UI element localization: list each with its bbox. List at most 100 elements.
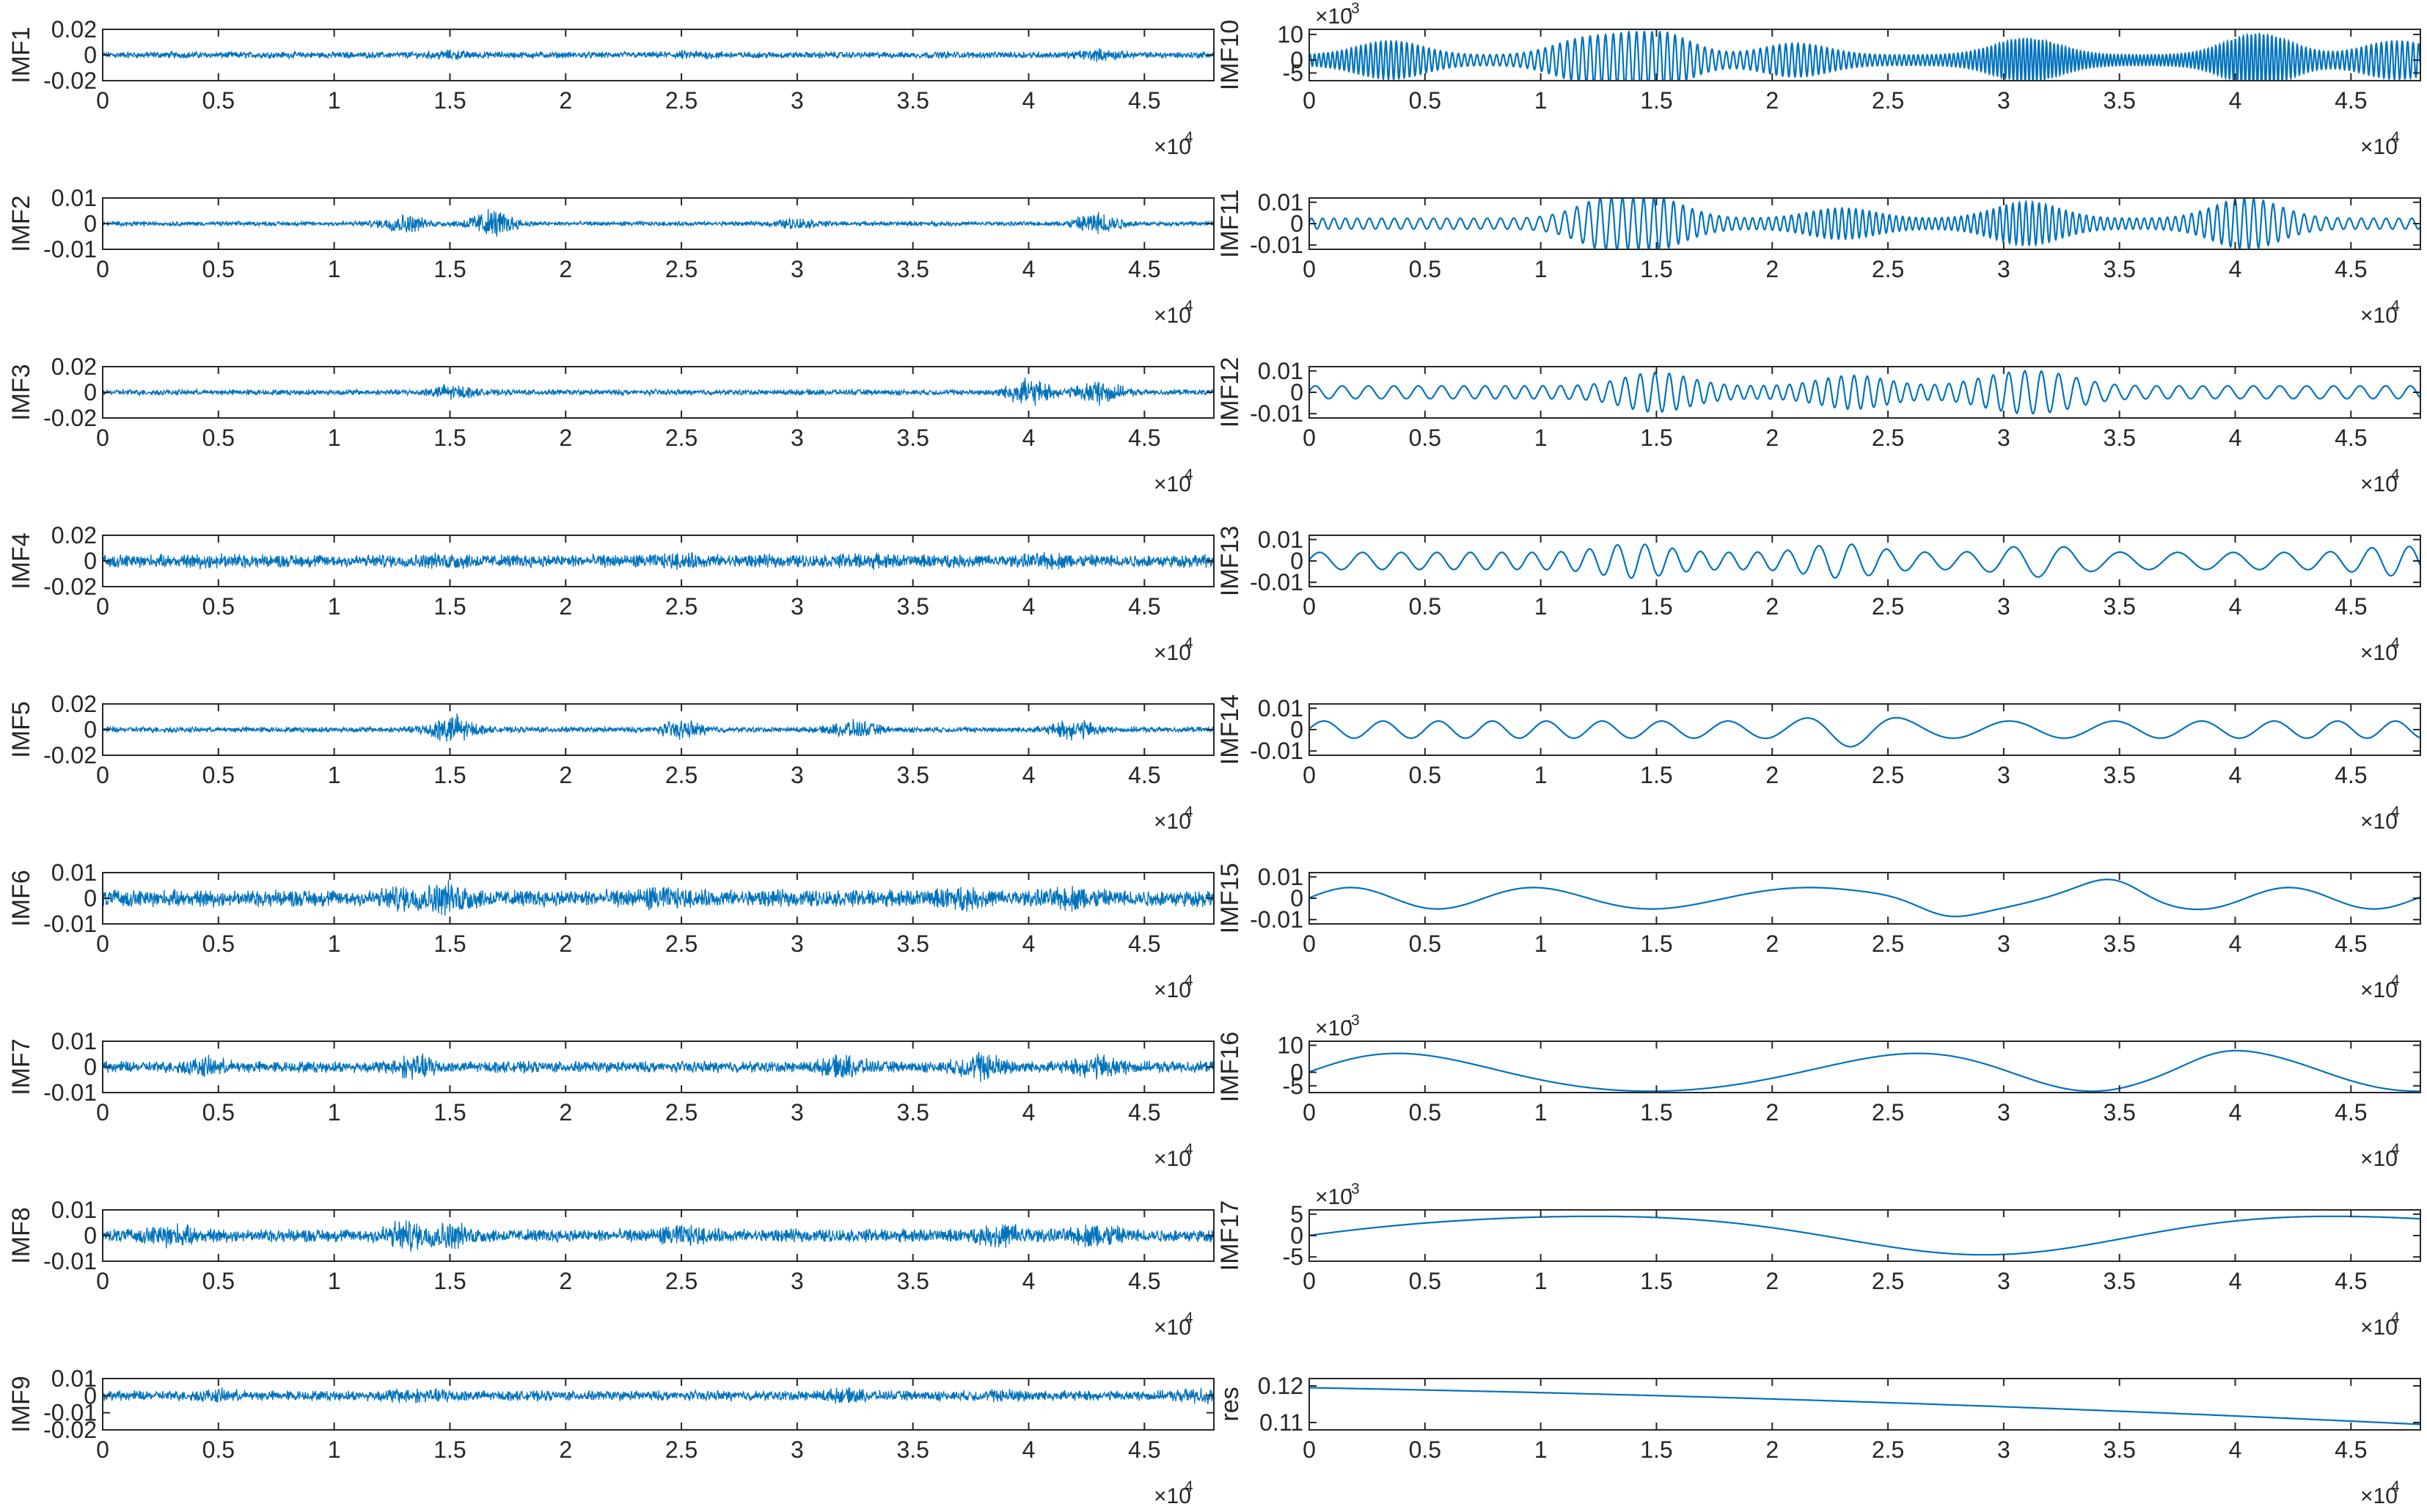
x-tick-label: 1 bbox=[328, 1436, 341, 1463]
x-tick-label: 4.5 bbox=[1128, 87, 1160, 114]
x-tick-label: 1 bbox=[1534, 931, 1548, 957]
x-tick-label: 4 bbox=[2229, 256, 2242, 282]
signal-line bbox=[103, 1220, 1214, 1252]
x-tick-label: 1.5 bbox=[1640, 1268, 1672, 1294]
x-tick-label: 1.5 bbox=[1640, 931, 1672, 957]
axes-box bbox=[1308, 1041, 2421, 1093]
x-tick-label: 4.5 bbox=[1128, 1099, 1160, 1126]
y-tick-label: 0.01 bbox=[51, 185, 97, 211]
signal-line bbox=[1309, 198, 2420, 249]
x-tick-label: 3 bbox=[1997, 1099, 2010, 1126]
x-tick-label: 0.5 bbox=[1409, 1436, 1441, 1463]
y-tick-label: 0.01 bbox=[1258, 526, 1303, 553]
x-tick-label: 0 bbox=[96, 1268, 109, 1294]
x-tick-label: 0.5 bbox=[202, 1268, 235, 1294]
x-tick-label: 1 bbox=[1534, 1099, 1548, 1126]
x-multiplier-exponent: 4 bbox=[2391, 129, 2400, 146]
x-multiplier: ×10 bbox=[2360, 641, 2398, 665]
x-multiplier-exponent: 4 bbox=[2391, 635, 2400, 652]
x-tick-label: 3.5 bbox=[896, 1099, 929, 1126]
x-tick-label: 2 bbox=[559, 931, 572, 957]
x-tick-label: 3.5 bbox=[896, 1436, 929, 1463]
x-tick-label: 3 bbox=[791, 593, 804, 620]
x-multiplier-exponent: 4 bbox=[2391, 1478, 2400, 1495]
x-multiplier: ×10 bbox=[1154, 1484, 1191, 1508]
x-tick-label: 2.5 bbox=[1872, 1099, 1904, 1126]
x-tick-label: 2.5 bbox=[665, 425, 698, 451]
y-axis-label: IMF13 bbox=[1216, 526, 1244, 596]
x-tick-label: 3.5 bbox=[2103, 593, 2135, 620]
x-multiplier-exponent: 4 bbox=[2391, 804, 2400, 821]
x-tick-label: 0 bbox=[1303, 1436, 1316, 1463]
x-tick-label: 2.5 bbox=[1872, 762, 1904, 788]
x-tick-label: 0 bbox=[96, 425, 109, 451]
x-multiplier-exponent: 4 bbox=[1185, 1310, 1193, 1326]
x-multiplier: ×10 bbox=[2360, 1484, 2398, 1508]
y-tick-label: 0 bbox=[84, 210, 97, 237]
y-tick-label: 0.02 bbox=[51, 522, 97, 548]
x-tick-label: 1 bbox=[328, 87, 341, 114]
x-tick-label: 4 bbox=[1022, 931, 1036, 957]
x-tick-label: 2 bbox=[1765, 1099, 1779, 1126]
x-tick-label: 2.5 bbox=[665, 931, 698, 957]
x-tick-label: 1.5 bbox=[1640, 425, 1672, 451]
x-tick-label: 2.5 bbox=[665, 593, 698, 620]
x-tick-label: 4 bbox=[2229, 425, 2242, 451]
x-tick-label: 1.5 bbox=[433, 1268, 466, 1294]
x-tick-label: 1.5 bbox=[1640, 593, 1672, 620]
x-tick-label: 1 bbox=[328, 1099, 341, 1126]
x-tick-label: 0 bbox=[96, 762, 109, 788]
x-tick-label: 3.5 bbox=[2103, 762, 2135, 788]
y-tick-label: 0 bbox=[84, 548, 97, 574]
signal-line bbox=[1309, 878, 2420, 917]
signal-line bbox=[103, 879, 1214, 916]
x-tick-label: 2 bbox=[1765, 931, 1779, 957]
x-tick-label: 1.5 bbox=[1640, 87, 1672, 114]
signal-line bbox=[103, 1052, 1214, 1082]
x-tick-label: 3 bbox=[791, 762, 804, 788]
x-tick-label: 1 bbox=[1534, 1436, 1548, 1463]
x-tick-label: 3.5 bbox=[896, 593, 929, 620]
signal-line bbox=[103, 377, 1214, 406]
x-tick-label: 3 bbox=[791, 256, 804, 282]
x-tick-label: 4.5 bbox=[2335, 1436, 2367, 1463]
axes-box bbox=[102, 1378, 1215, 1431]
x-tick-label: 1.5 bbox=[433, 1436, 466, 1463]
x-multiplier: ×10 bbox=[1154, 472, 1191, 496]
x-multiplier: ×10 bbox=[2360, 1147, 2398, 1171]
x-tick-label: 1.5 bbox=[433, 256, 466, 282]
x-multiplier: ×10 bbox=[1154, 810, 1191, 834]
y-tick-label: -0.01 bbox=[43, 236, 97, 263]
x-multiplier-exponent: 4 bbox=[1185, 1141, 1193, 1158]
x-tick-label: 0 bbox=[96, 1099, 109, 1126]
y-tick-label: -0.01 bbox=[43, 1400, 97, 1426]
signal-line bbox=[103, 1387, 1214, 1404]
x-multiplier: ×10 bbox=[1154, 1147, 1191, 1171]
y-tick-label: -0.01 bbox=[43, 1079, 97, 1106]
y-axis-label: res bbox=[1216, 1387, 1244, 1421]
x-tick-label: 3.5 bbox=[2103, 87, 2135, 114]
signal-line bbox=[1309, 370, 2420, 415]
signal-line bbox=[1309, 716, 2420, 748]
x-tick-label: 1 bbox=[1534, 87, 1548, 114]
x-tick-label: 4 bbox=[1022, 1436, 1036, 1463]
x-tick-label: 0 bbox=[1303, 931, 1316, 957]
y-tick-label: 0 bbox=[1290, 1059, 1303, 1085]
y-tick-label: -0.02 bbox=[43, 573, 97, 600]
x-tick-label: 1.5 bbox=[1640, 256, 1672, 282]
x-tick-label: 3 bbox=[1997, 87, 2010, 114]
x-tick-label: 3.5 bbox=[896, 931, 929, 957]
y-axis-label: IMF1 bbox=[7, 26, 35, 83]
x-tick-label: 0.5 bbox=[202, 762, 235, 788]
x-tick-label: 1.5 bbox=[1640, 762, 1672, 788]
y-axis-label: IMF8 bbox=[7, 1207, 35, 1263]
y-axis-label: IMF3 bbox=[7, 364, 35, 420]
y-tick-label: 0.02 bbox=[51, 16, 97, 43]
x-tick-label: 2 bbox=[559, 1099, 572, 1126]
x-tick-label: 0.5 bbox=[1409, 425, 1441, 451]
y-axis-label: IMF6 bbox=[7, 870, 35, 926]
x-tick-label: 2 bbox=[1765, 425, 1779, 451]
